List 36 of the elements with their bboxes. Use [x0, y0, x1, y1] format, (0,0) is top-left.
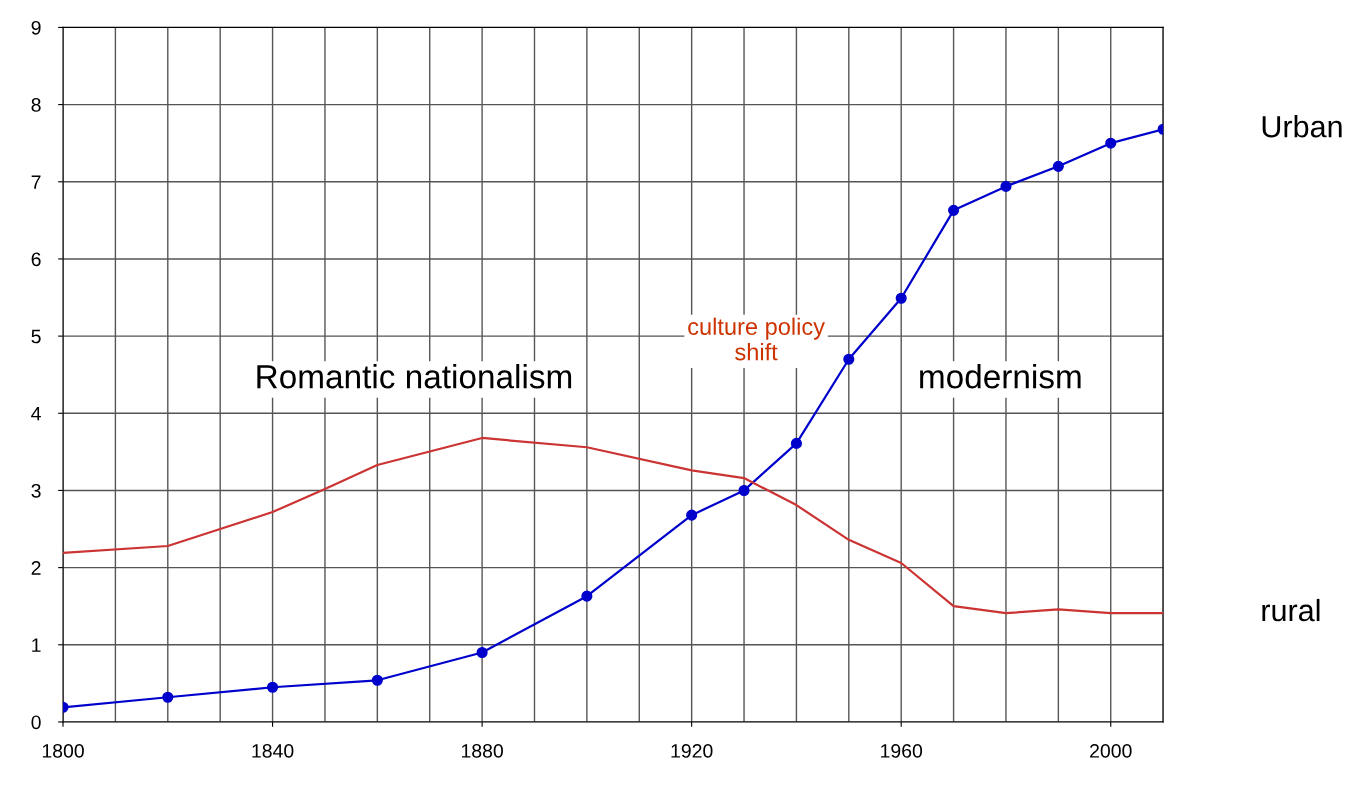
point	[895, 292, 907, 304]
text: rural	[1262, 598, 1320, 622]
point	[738, 484, 750, 497]
x-tick-label: 1800	[42, 744, 84, 758]
text: Urban	[1262, 115, 1342, 138]
y-tick-label: 7	[31, 175, 41, 189]
point	[843, 353, 855, 365]
point	[1052, 160, 1064, 172]
x-tick-label: 2000	[1090, 744, 1132, 758]
point	[1000, 180, 1012, 192]
x-tick-label: 1920	[671, 744, 713, 758]
y-tick-label: 2	[31, 561, 41, 575]
y-tick-label: 4	[31, 406, 41, 421]
point	[790, 437, 802, 449]
point	[267, 681, 279, 693]
line-series	[63, 436, 1164, 615]
x-tick-label: 1960	[881, 744, 923, 758]
y-tick-label: 1	[32, 638, 41, 652]
annotation: modernism	[920, 364, 1081, 389]
point	[476, 646, 488, 659]
y-tick-label: 3	[31, 483, 41, 498]
y-tick-label: 5	[31, 329, 41, 344]
x-tick-label: 1840	[252, 744, 294, 758]
y-tick-label: 8	[31, 98, 41, 112]
y-tick-label: 0	[31, 715, 41, 730]
point	[162, 691, 174, 703]
x-tick-label: 1880	[461, 744, 503, 758]
point	[581, 590, 593, 602]
annotation: Romantic nationalism	[257, 364, 572, 389]
annotation: culture policy shift	[688, 317, 825, 361]
y-tick-label: 6	[31, 252, 41, 267]
point	[948, 204, 960, 216]
point	[371, 674, 383, 686]
point	[1105, 137, 1117, 149]
y-tick-label: 9	[31, 20, 41, 35]
point	[686, 509, 698, 521]
